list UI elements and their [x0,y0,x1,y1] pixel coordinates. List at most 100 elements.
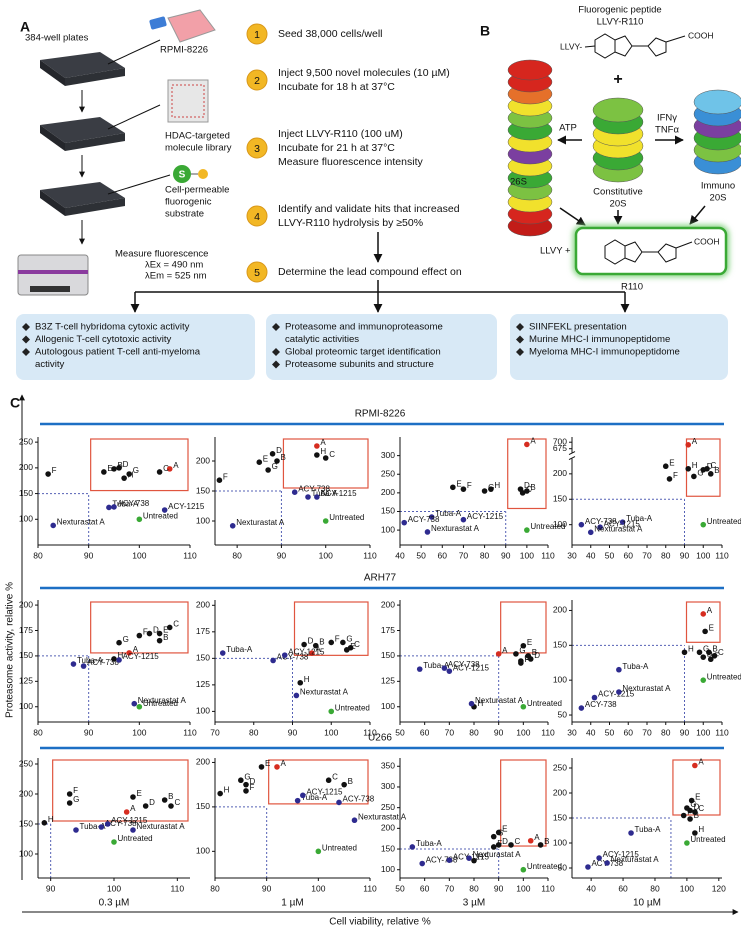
point-label: C [524,653,530,662]
x-tick-label: 90 [680,727,690,737]
step-text: Seed 38,000 cells/well [278,28,382,40]
point [700,654,707,660]
point [243,788,249,794]
point-label: C [163,464,169,473]
point-label: Tuba-A [112,500,139,509]
concentration: 1 µM [281,898,303,909]
point-label: B [163,633,168,642]
y-tick-label: 200 [553,468,567,478]
y-tick-label: 250 [19,436,33,446]
x-tick-label: 90 [277,550,287,560]
flask-body [167,9,216,43]
point [495,842,502,848]
point-label: D [153,626,159,635]
substrate-text: fluorogenic [165,197,212,208]
bullet [516,348,524,356]
peptide-prefix: LLVY- [560,41,582,51]
point-label: Nexturastat A [236,518,285,527]
x-tick-label: 90 [262,883,272,893]
point-label: G [73,795,79,804]
x-tick-label: 70 [445,727,455,737]
point-label: ACY-1215 [453,663,490,672]
panel-label: B [480,23,490,39]
concentration: 10 µM [633,898,661,909]
point-label: C [718,648,724,657]
x-tick-label: 80 [661,550,671,560]
hit-box [672,759,721,816]
point-label: ACY-738 [118,499,150,508]
y-tick-label: 175 [196,626,210,636]
x-tick-label: 100 [107,883,121,893]
point-label: B [544,837,549,846]
scatter-chart: 100 125 150 175 200 70 80 90 100 110 AB C D E F G H Tuba-… [196,600,377,738]
y-tick-label: 150 [196,801,210,811]
steps: 1 Seed 38,000 cells/well 2 Inject 9,500 nov… [246,23,462,283]
y-tick-label: 150 [19,488,33,498]
point [520,642,527,649]
x-tick-label: 100 [132,727,146,737]
connector [107,104,161,130]
y-tick-label: 200 [19,788,33,798]
point-label: F [687,808,692,817]
proteasome-ring [592,97,644,123]
point [520,866,527,873]
x-tick-label: 90 [46,883,56,893]
y-tick-label: 100 [19,848,33,858]
peptide-structure [584,33,686,59]
point-label: H [698,825,704,834]
cytokine-label: IFNγ [657,113,677,124]
hit-box [685,601,721,643]
y-tick-label: 175 [381,625,395,635]
proteasomes [507,59,741,237]
x-tick-label: 80 [480,550,490,560]
point-label: H [494,481,500,490]
point [628,830,634,836]
x-tick-label: 80 [232,550,242,560]
point-label: Untreated [690,835,725,844]
assay-text: SIINFEKL presentation [529,322,627,333]
point-label: Nexturastat A [137,822,186,831]
point-label: E [263,454,268,463]
point-label: B [168,792,173,801]
point-label: C [526,485,532,494]
y-tick-label: 50 [558,862,568,872]
point [419,860,426,867]
y-tick-label: 700 [553,436,567,446]
y-tick-label: 100 [553,837,567,847]
step-number: 2 [254,75,260,87]
point-label: C [175,798,181,807]
point-label: Nexturastat A [431,524,480,533]
point-label: Nexturastat A [57,518,106,527]
y-tick-label: 200 [553,605,567,615]
hit-box [90,601,189,654]
point [70,661,77,667]
point [116,639,122,646]
x-tick-label: 110 [715,727,729,737]
assay-text: Allogenic T-cell cytotoxic activity [35,334,172,345]
x-tick-label: 80 [469,883,479,893]
point [146,630,153,637]
point-label: D [250,777,256,786]
point [518,660,524,666]
point [524,488,530,494]
y-tick-label: 200 [19,462,33,472]
point [314,452,320,458]
y-tick-label: 100 [553,674,567,684]
point [681,649,688,656]
x-tick-label: 90 [84,550,94,560]
x-tick-label: 80 [210,883,220,893]
point-label: B [281,453,286,462]
point-label: ACY-738 [585,517,617,526]
point [468,700,475,707]
point [471,857,477,864]
point-label: Nexturastat A [358,812,407,821]
point-label: D [694,803,700,812]
bullet [516,335,524,344]
point-label: Tuba-A [635,825,662,834]
point-label: F [73,786,78,795]
connector [107,39,161,65]
readout-text: λEx = 490 nm [145,260,203,271]
